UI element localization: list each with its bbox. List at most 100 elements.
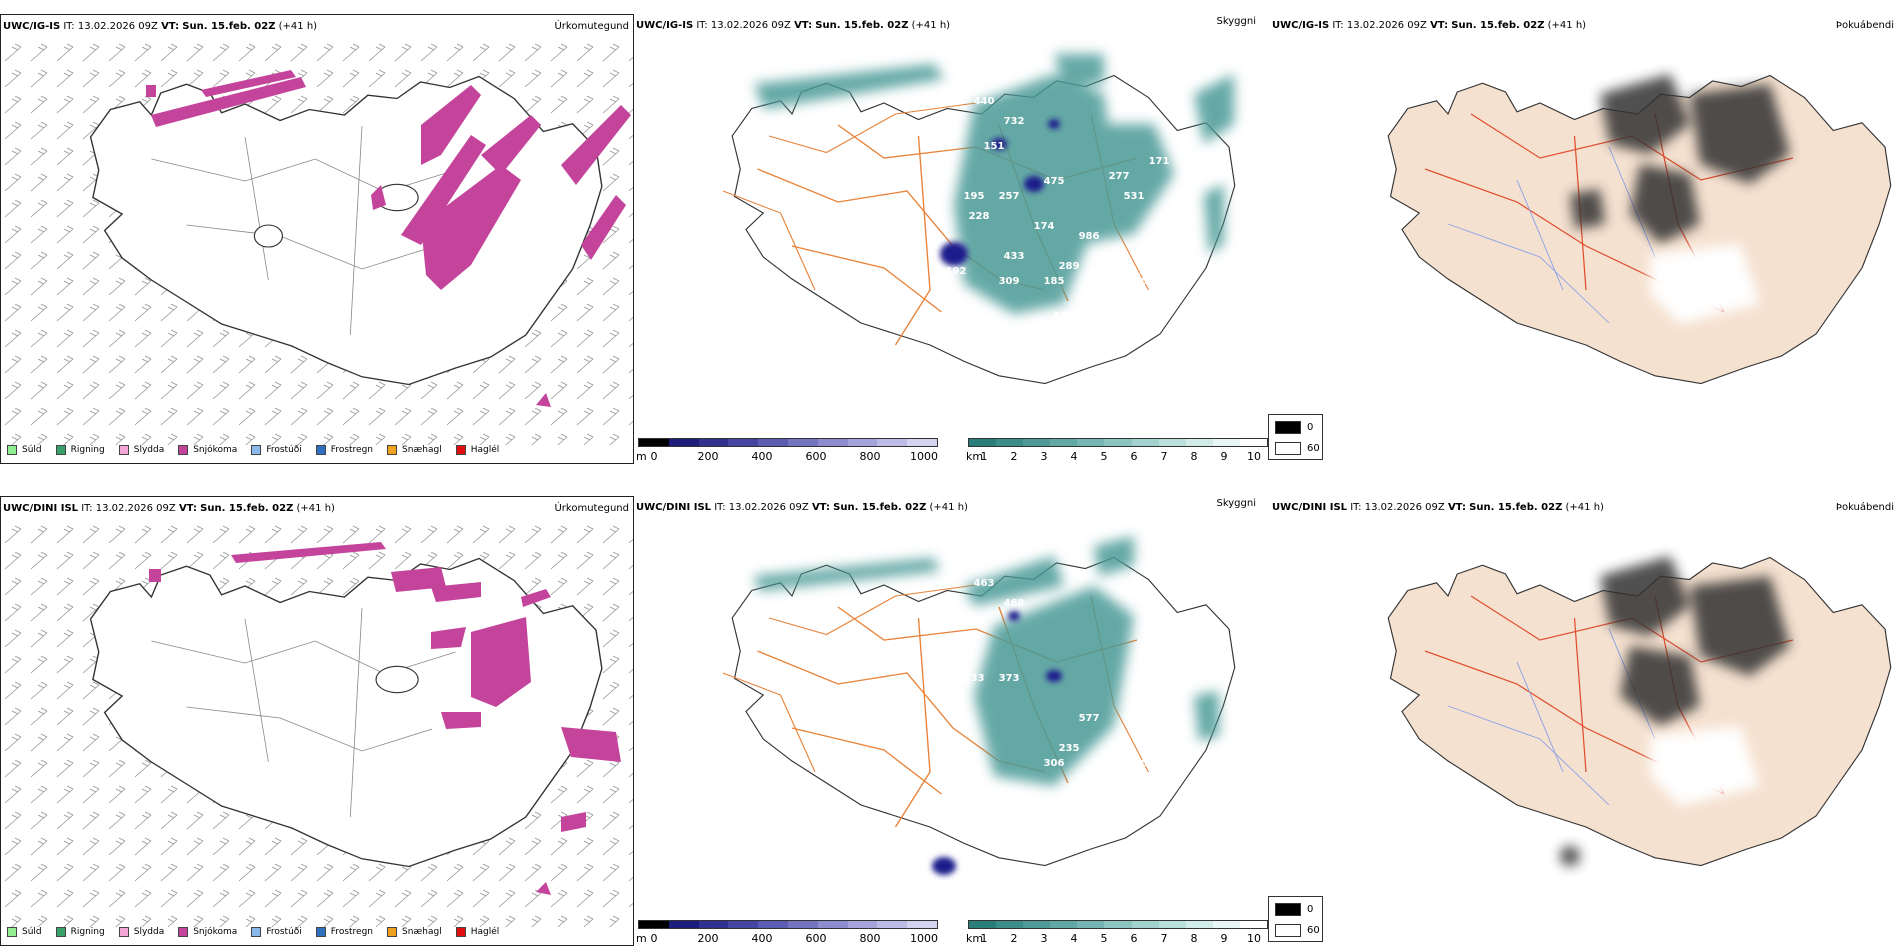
colorbar-segment	[1131, 439, 1159, 446]
precip-map	[1, 35, 633, 445]
colorbar-tick: 200	[697, 450, 719, 463]
precip-map	[1, 517, 633, 927]
legend-item-3: Snjókoma	[178, 927, 237, 937]
colorbar-segment	[907, 921, 937, 928]
colorbar-tick: 800	[859, 932, 881, 945]
legend-swatch	[118, 445, 129, 455]
key-swatch-0	[1275, 421, 1301, 434]
height-colorbar: m 0 200 400 600 800 1000	[636, 438, 938, 464]
cloud-base-value: 235	[1059, 743, 1080, 754]
colorbar-tick: 4	[1070, 932, 1078, 945]
legend-item-6: Snæhagl	[387, 445, 442, 455]
cloud-base-value: 289	[1059, 261, 1080, 272]
legend-item-1: Rigning	[55, 927, 105, 937]
cloud-base-value: 151	[984, 141, 1005, 152]
colorbar-unit: m	[636, 450, 647, 463]
colorbar-tick: 600	[805, 932, 827, 945]
colorbar-segment	[1185, 921, 1213, 928]
colorbar-segment	[668, 921, 699, 928]
cloud-base-value: 306	[1044, 758, 1065, 769]
colorbar-tick: 6	[1130, 932, 1138, 945]
cloud-base-value: 475	[1044, 176, 1065, 187]
cloud-panel-row1: UWC/IG-IS IT: 13.02.2026 09Z VT: Sun. 15…	[634, 14, 1270, 464]
height-colorbar: m 0 200 400 600 800 1000	[636, 920, 938, 946]
legend-label: Snæhagl	[402, 927, 442, 937]
precip-legend: Súld Rigning Slydda Snjókoma Frostúði Frostre…	[7, 445, 499, 455]
cloud-fields	[754, 536, 1219, 786]
colorbar-segment	[698, 921, 729, 928]
precip-legend: Súld Rigning Slydda Snjókoma Frostúði Frostre…	[7, 927, 499, 937]
cloud-base-value: 309	[999, 276, 1020, 287]
fog-map	[1387, 74, 1892, 385]
colorbar-segment	[668, 439, 699, 446]
colorbar-tick: 1000	[910, 932, 938, 945]
fog-fields	[1570, 74, 1790, 244]
panel-header: UWC/IG-IS IT: 13.02.2026 09Z VT: Sun. 15…	[1272, 20, 1587, 31]
colorbar-segment	[1158, 921, 1186, 928]
colorbar-unit: m	[636, 932, 647, 945]
colorbar-tick: 3	[1040, 932, 1048, 945]
fog-panel-row1: UWC/IG-IS IT: 13.02.2026 09Z VT: Sun. 15…	[1270, 14, 1900, 464]
colorbar-tick: 400	[751, 450, 773, 463]
cloud-base-value: 268	[946, 748, 967, 759]
snow-areas	[146, 70, 631, 407]
colorbar-tick: 10	[1247, 450, 1261, 463]
legend-label: Frostúði	[266, 445, 302, 455]
colorbar-tick: 7	[1160, 450, 1168, 463]
key-swatch-60	[1275, 442, 1301, 455]
key-swatch-0	[1275, 903, 1301, 916]
colorbar-tick: 6	[1130, 450, 1138, 463]
colorbar-unit: km	[966, 450, 984, 463]
colorbar-tick: 0	[650, 450, 658, 463]
cloud-panel-row2: UWC/DINI ISL IT: 13.02.2026 09Z VT: Sun.…	[634, 496, 1270, 946]
precip-panel-row1: UWC/IG-IS IT: 13.02.2026 09Z VT: Sun. 15…	[0, 14, 634, 464]
colorbar-segment	[728, 439, 759, 446]
colorbar-segment	[847, 439, 878, 446]
legend-swatch	[251, 927, 262, 937]
legend-item-7: Haglél	[455, 927, 499, 937]
legend-item-2: Slydda	[118, 927, 165, 937]
colorbar-segment	[847, 921, 878, 928]
cloud-base-value: 433	[1004, 251, 1025, 262]
colorbar-segment	[1023, 921, 1051, 928]
cloud-base-value: 277	[1109, 171, 1130, 182]
legend-swatch	[178, 445, 189, 455]
legend-item-7: Haglél	[455, 445, 499, 455]
colorbar-segment	[1131, 921, 1159, 928]
legend-label: Súld	[22, 445, 42, 455]
legend-label: Súld	[22, 927, 42, 937]
colorbar-segment	[1239, 921, 1268, 928]
colorbar-segment	[1158, 439, 1186, 446]
legend-label: Frostregn	[330, 445, 374, 455]
legend-swatch	[315, 927, 326, 937]
legend-label: Slydda	[133, 927, 165, 937]
cloud-base-value: 195	[964, 191, 985, 202]
cloud-base-value: 333	[964, 673, 985, 684]
legend-swatch	[7, 927, 17, 937]
colorbar-segment	[817, 921, 848, 928]
colorbar-segment	[996, 921, 1024, 928]
legend-label: Snæhagl	[402, 445, 442, 455]
cloud-base-value: 562	[1134, 758, 1155, 769]
cloud-base-value: 228	[969, 211, 990, 222]
legend-swatch	[315, 445, 326, 455]
cloud-map: 468 463 333 373 577 235 268 306 562	[722, 536, 1236, 875]
panel-header: UWC/IG-IS IT: 13.02.2026 09Z VT: Sun. 15…	[636, 20, 951, 31]
precip-panel-row2: UWC/DINI ISL IT: 13.02.2026 09Z VT: Sun.…	[0, 496, 634, 946]
fog-clear	[1650, 244, 1760, 324]
colorbar-segment	[877, 921, 908, 928]
cloud-base-value: 577	[1079, 713, 1100, 724]
colorbar-segment	[969, 921, 997, 928]
legend-item-4: Frostúði	[251, 445, 302, 455]
colorbar-segment	[969, 439, 997, 446]
legend-swatch	[387, 927, 398, 937]
panel-title: Úrkomutegund	[554, 21, 629, 32]
colorbar-segment	[1104, 439, 1132, 446]
legend-item-0: Súld	[7, 445, 42, 455]
cloud-key-row2: 0 60	[1268, 896, 1323, 942]
legend-swatch	[455, 927, 466, 937]
cloud-base-value: 174	[1034, 221, 1055, 232]
colorbar-segment	[1104, 921, 1132, 928]
cloud-base-value: 732	[1004, 116, 1025, 127]
legend-item-2: Slydda	[118, 445, 164, 455]
